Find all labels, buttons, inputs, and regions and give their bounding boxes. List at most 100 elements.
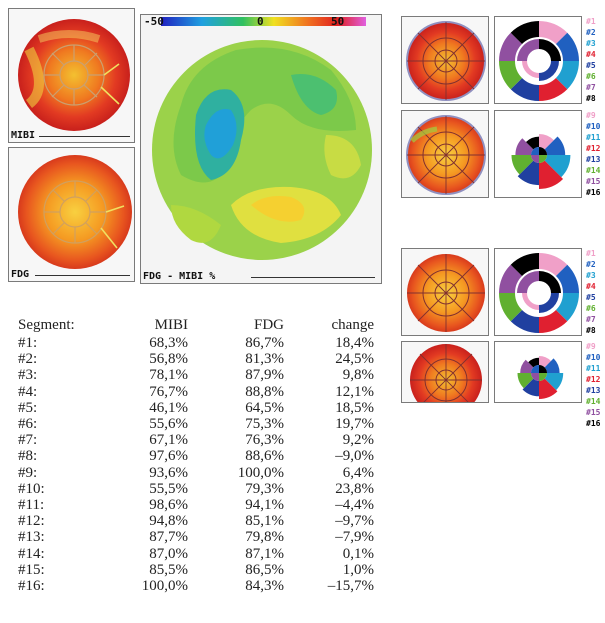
scale-tick-min: -50 [144, 15, 164, 28]
segment-wedge [539, 293, 559, 313]
legend-item: #11 [586, 364, 601, 373]
mibi-underline [39, 136, 130, 137]
legend-item: #5 [586, 61, 596, 70]
table-row: #15: 85,5% 86,5% 1,0% [18, 561, 374, 578]
segment-wedge [517, 160, 539, 186]
legend-item: #13 [586, 386, 601, 395]
small-polar-map-2 [401, 110, 489, 198]
table-row: #6: 55,6% 75,3% 19,7% [18, 416, 374, 433]
segment-wedge [510, 253, 539, 277]
header-change: change [331, 316, 374, 333]
small-polar-map-1 [401, 16, 489, 104]
segment-wedge [499, 293, 523, 322]
segment-legend-top-2: #1 #2 #3 #4 #5 #6 #7 #8 [586, 248, 596, 336]
segment-wedge [555, 61, 579, 90]
segment-wedge [555, 32, 579, 61]
legend-item: #10 [586, 353, 601, 362]
header-mibi: MIBI [154, 316, 188, 333]
legend-item: #16 [586, 419, 601, 428]
segment-wedge [539, 134, 554, 150]
legend-item: #6 [586, 304, 596, 313]
fdg-label: FDG [11, 269, 30, 280]
header-segment: Segment: [18, 316, 75, 333]
table-row: #12: 94,8% 85,1% –9,7% [18, 513, 374, 530]
segment-wedge [522, 61, 539, 78]
legend-item: #13 [586, 155, 601, 164]
legend-item: #14 [586, 397, 601, 406]
difference-label: FDG - MIBI % [143, 271, 216, 282]
segment-wedge [499, 264, 523, 293]
segment-wedge [539, 61, 559, 81]
segment-wedge [539, 365, 547, 373]
legend-item: #7 [586, 83, 596, 92]
scale-tick-zero: 0 [257, 15, 264, 28]
segment-wedge [517, 271, 539, 293]
legend-item: #15 [586, 177, 601, 186]
segment-wedge [531, 373, 539, 381]
table-row: #16: 100,0% 84,3% –15,7% [18, 578, 374, 595]
scale-tick-max: 50 [331, 15, 345, 28]
table-row: #3: 78,1% 87,9% 9,8% [18, 367, 374, 384]
segment-wedge [539, 39, 561, 61]
legend-item: #2 [586, 260, 596, 269]
small-segment-ring-2 [494, 248, 582, 336]
fdg-polar-map-panel: FDG [8, 147, 135, 282]
segment-wedge [522, 378, 539, 397]
table-row: #1: 68,3% 86,7% 18,4% [18, 335, 374, 351]
legend-item: #9 [586, 342, 596, 351]
legend-item: #2 [586, 28, 596, 37]
fdg-polar-map [18, 155, 132, 269]
legend-item: #11 [586, 133, 601, 142]
segment-wedge [539, 373, 547, 381]
segment-wedge [555, 264, 579, 293]
segment-wedge [499, 32, 523, 61]
segment-wedge [510, 21, 539, 45]
segment-wedge [510, 309, 539, 333]
legend-item: #7 [586, 315, 596, 324]
segment-wedge [539, 356, 552, 368]
difference-polar-map [152, 17, 372, 260]
difference-underline [251, 277, 375, 278]
header-fdg: FDG [253, 316, 284, 333]
mibi-polar-map-panel: MIBI [8, 8, 135, 143]
segment-wedge [499, 61, 523, 90]
segment-wedge [531, 155, 539, 163]
table-row: #14: 87,0% 87,1% 0,1% [18, 545, 374, 562]
small-polar-map-4 [401, 341, 489, 403]
table-row: #5: 46,1% 64,5% 18,5% [18, 399, 374, 416]
fdg-underline [35, 275, 130, 276]
segment-wedge [539, 77, 568, 101]
table-row: #13: 87,7% 79,8% –7,9% [18, 529, 374, 546]
legend-item: #16 [586, 188, 601, 197]
segment-wedge [539, 378, 558, 399]
segment-wedge [531, 365, 539, 373]
table-row: #10: 55,5% 79,3% 23,8% [18, 480, 374, 497]
segment-wedge [531, 147, 539, 155]
segment-wedge [539, 271, 561, 293]
difference-polar-map-panel: -50 0 50 FDG - MIBI % [140, 14, 382, 284]
small-segment-ring-1 [494, 16, 582, 104]
legend-item: #10 [586, 122, 601, 131]
segment-legend-bottom-2: #9 #10 #11 #12 #13 #14 #15 #16 [586, 341, 600, 429]
segment-wedge [544, 373, 564, 391]
legend-item: #8 [586, 94, 596, 103]
legend-item: #8 [586, 326, 596, 335]
segment-wedge [511, 155, 534, 175]
segment-wedge [520, 359, 534, 373]
segment-legend-top-1: #1 #2 #3 #4 #5 #6 #7 #8 [586, 16, 596, 104]
small-segment-pie-1 [494, 110, 582, 198]
table-row: #4: 76,7% 88,8% 12,1% [18, 383, 374, 400]
mibi-label: MIBI [11, 130, 36, 141]
segment-wedge [525, 136, 539, 150]
legend-item: #1 [586, 17, 596, 26]
segment-table: Segment: MIBI FDG change #1: 68,3% 86,7% 18… [18, 315, 374, 594]
segment-wedge [539, 147, 547, 155]
legend-item: #1 [586, 249, 596, 258]
table-row: #2: 56,8% 81,3% 24,5% [18, 351, 374, 368]
legend-item: #4 [586, 282, 596, 291]
mibi-polar-map [18, 19, 130, 131]
segment-wedge [528, 357, 539, 368]
segment-wedge [544, 136, 566, 155]
legend-item: #12 [586, 144, 601, 153]
segment-wedge [544, 155, 571, 178]
